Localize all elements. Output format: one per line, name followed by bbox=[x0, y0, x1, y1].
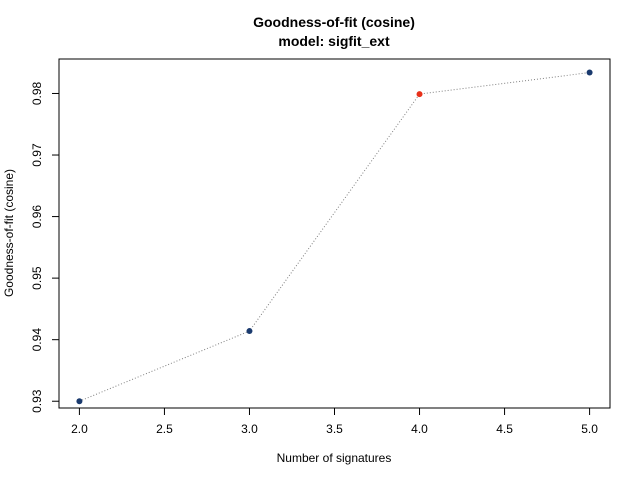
y-tick-label: 0.98 bbox=[30, 81, 44, 105]
plot-frame bbox=[58, 58, 611, 409]
x-axis: 2.0 2.5 3.0 3.5 4.0 4.5 5.0 bbox=[71, 407, 598, 436]
y-tick-label: 0.97 bbox=[30, 143, 44, 167]
y-tick-label: 0.93 bbox=[30, 389, 44, 413]
y-tick-label: 0.94 bbox=[30, 328, 44, 352]
x-tick-label: 4.5 bbox=[496, 422, 513, 436]
chart-subtitle: model: sigfit_ext bbox=[278, 33, 390, 49]
x-tick-label: 3.0 bbox=[241, 422, 258, 436]
x-tick-label: 3.5 bbox=[326, 422, 343, 436]
y-axis-label: Goodness-of-fit (cosine) bbox=[2, 169, 16, 297]
y-axis: 0.93 0.94 0.95 0.96 0.97 0.98 bbox=[30, 81, 60, 413]
data-point bbox=[76, 398, 83, 405]
data-points bbox=[76, 69, 593, 405]
series-line bbox=[79, 72, 590, 402]
x-tick-label: 2.5 bbox=[156, 422, 173, 436]
y-tick-label: 0.96 bbox=[30, 205, 44, 229]
data-point bbox=[416, 91, 423, 98]
data-point bbox=[246, 328, 253, 335]
x-tick-label: 2.0 bbox=[71, 422, 88, 436]
data-point bbox=[586, 69, 593, 76]
x-tick-label: 4.0 bbox=[411, 422, 428, 436]
x-axis-label: Number of signatures bbox=[277, 451, 392, 465]
x-tick-label: 5.0 bbox=[581, 422, 598, 436]
chart-title: Goodness-of-fit (cosine) bbox=[253, 14, 415, 30]
y-tick-label: 0.95 bbox=[30, 266, 44, 290]
